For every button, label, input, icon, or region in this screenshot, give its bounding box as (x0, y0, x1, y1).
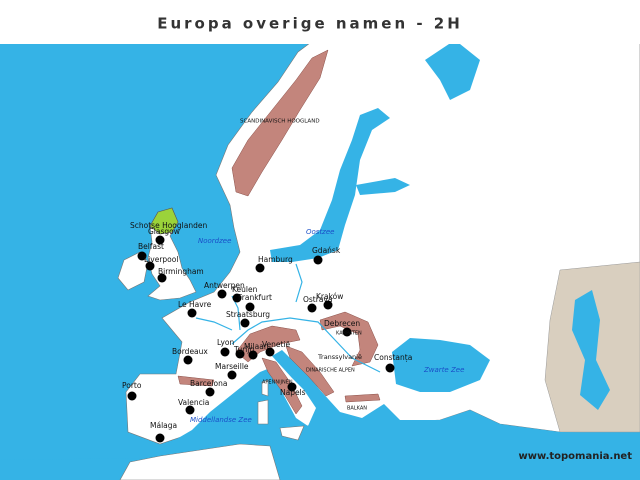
region-label: BALKAN (347, 406, 367, 412)
city-dot (217, 289, 227, 299)
city-label: Debrecen (324, 319, 360, 328)
city-label: Hamburg (258, 255, 293, 264)
city-dot (232, 293, 242, 303)
region-label: Schotse Hooglanden (130, 221, 207, 230)
city-label: Napels (280, 388, 306, 397)
city-label: Gdańsk (312, 246, 341, 255)
sea-label: Noordzee (198, 237, 231, 245)
dinaric-alps (285, 345, 335, 397)
mountains (177, 49, 381, 415)
city-dot (155, 235, 165, 245)
city-label: Valencia (178, 398, 209, 407)
city-label: Lyon (217, 338, 235, 347)
city-label: Straatsburg (226, 310, 270, 319)
baltic (270, 108, 390, 262)
city-label: Belfast (138, 242, 164, 251)
city-dot (183, 355, 193, 365)
city-dot (205, 387, 215, 397)
scotland (149, 207, 179, 235)
caspian (572, 290, 610, 410)
city-dot (245, 302, 255, 312)
city-label: Turijn (233, 345, 254, 354)
city-dot (255, 263, 265, 273)
city-dot (145, 261, 155, 271)
pyrenees (177, 375, 215, 387)
city-label: Ostrava (303, 295, 332, 304)
sardinia (257, 399, 269, 425)
city-dot (248, 350, 258, 360)
mediterranean (0, 360, 640, 480)
city-label: Le Havre (178, 300, 212, 309)
white-sea (425, 40, 480, 100)
city-dot (137, 251, 147, 261)
footer: www.topomania.net (519, 451, 633, 462)
region-label: APENNIJNEN (262, 380, 293, 386)
sea-label: Zwarte Zee (423, 366, 464, 374)
sea-label: Middellandse Zee (190, 416, 252, 424)
city-label: Glasgow (148, 227, 180, 236)
city-dot (157, 273, 167, 283)
city-dot (342, 327, 352, 337)
river (231, 317, 381, 373)
city-label: Milaan (244, 342, 269, 351)
gulf-finland (356, 178, 410, 195)
city-dot (287, 382, 297, 392)
apennines (261, 357, 303, 415)
city-label: Marseille (215, 362, 249, 371)
labels: Glasgow Belfast Liverpool Birmingham Hamburg… (122, 119, 464, 443)
city-label: Málaga (150, 421, 177, 430)
city-dot (185, 405, 195, 415)
sicily (279, 425, 305, 441)
city-dot (227, 370, 237, 380)
adriatic (272, 350, 320, 398)
city-dot (155, 433, 165, 443)
city-label: Porto (122, 381, 142, 390)
city-label: Venetië (262, 340, 291, 349)
city-label: Bordeaux (172, 347, 208, 356)
city-dot (187, 308, 197, 318)
carpathians (319, 311, 379, 367)
city-dot (385, 363, 395, 373)
sea-label: Oostzee (306, 228, 334, 236)
city-dot (235, 349, 245, 359)
city-dot (220, 347, 230, 357)
city-label: Liverpool (144, 255, 178, 264)
city-label: Barcelona (190, 379, 227, 388)
city-dot (240, 318, 250, 328)
city-dot (313, 255, 323, 265)
city-label: Kraków (316, 292, 343, 301)
river (195, 317, 233, 331)
region-label: SCANDINAVISCH HOOGLAND (240, 119, 320, 125)
balkan (344, 393, 381, 403)
city-label: Frankfurt (238, 293, 272, 302)
title-bar (0, 0, 640, 44)
africa (119, 443, 281, 480)
corsica (261, 379, 269, 397)
title: Europa overige namen - 2H (157, 15, 463, 33)
city-label: Keulen (232, 285, 258, 294)
river (295, 263, 303, 303)
city-dot (307, 303, 317, 313)
city-label: Constanța (374, 353, 412, 363)
region-label: Transsylvanië (317, 353, 362, 361)
scandinavian-mountains (231, 49, 329, 197)
city-label: Antwerpen (204, 281, 245, 290)
city-label: Birmingham (158, 267, 204, 276)
city-dot (323, 300, 333, 310)
city-dot (265, 347, 275, 357)
black-sea (392, 338, 490, 392)
city-dot (127, 391, 137, 401)
region-label: DINARISCHE ALPEN (306, 368, 355, 374)
region-label: KARPATEN (336, 331, 362, 337)
